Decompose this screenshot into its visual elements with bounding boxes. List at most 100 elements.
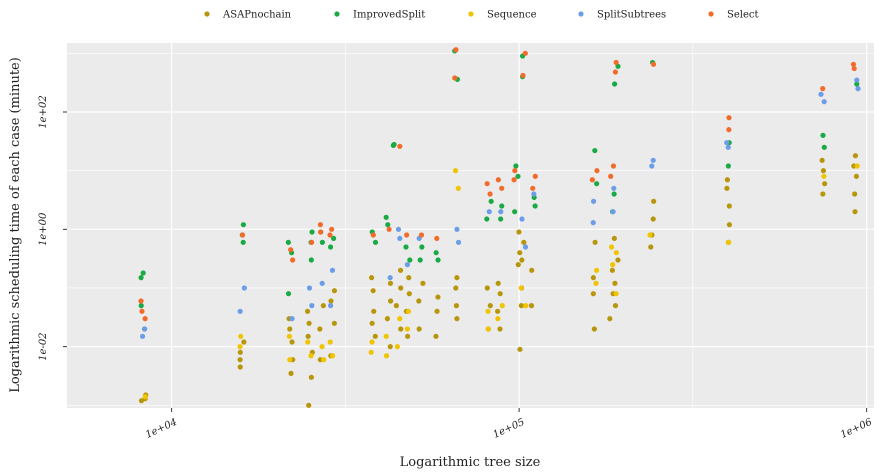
data-point [320, 303, 326, 309]
data-point [420, 280, 426, 286]
data-point [308, 353, 314, 359]
data-point [403, 244, 409, 250]
series-Select [138, 47, 857, 322]
data-point [237, 357, 243, 363]
data-point [725, 163, 731, 169]
series-Sequence [142, 163, 860, 400]
data-point [140, 270, 146, 276]
data-point [372, 239, 379, 245]
data-point [397, 143, 403, 149]
data-point [372, 333, 378, 339]
data-point [305, 333, 311, 339]
data-point [650, 157, 656, 163]
data-point [435, 257, 441, 263]
data-point [499, 185, 505, 191]
data-point [138, 303, 144, 309]
legend-label: ImprovedSplit [353, 10, 425, 21]
data-point [331, 288, 338, 294]
data-point [613, 291, 619, 297]
data-point [319, 280, 325, 286]
data-point [368, 275, 375, 281]
data-point [289, 316, 295, 322]
data-point [387, 275, 393, 281]
data-point [523, 303, 529, 309]
data-point [240, 222, 247, 228]
data-point [484, 285, 490, 291]
data-point [522, 50, 528, 56]
data-point [530, 185, 536, 191]
data-point [484, 181, 490, 187]
data-point [287, 357, 293, 363]
data-point [650, 216, 656, 222]
data-point [611, 185, 617, 191]
data-point [647, 232, 653, 238]
data-point [319, 344, 325, 350]
data-point [852, 191, 858, 197]
data-point [395, 226, 402, 232]
data-point [511, 177, 517, 183]
data-point [386, 226, 392, 232]
data-point [407, 257, 413, 263]
data-point [369, 339, 375, 345]
legend-key [334, 11, 340, 17]
data-point [329, 226, 335, 232]
data-point [391, 141, 397, 148]
x-axis-ticks: 1e+04 1e+05 1e+06 [144, 408, 874, 441]
x-tick-label: 1e+04 [144, 417, 179, 441]
data-point [518, 303, 524, 309]
data-point [610, 163, 617, 169]
data-point [393, 303, 399, 309]
data-point [485, 326, 491, 332]
data-point [650, 61, 657, 67]
data-point [305, 339, 311, 345]
data-point [238, 333, 244, 339]
data-point [237, 344, 243, 350]
data-point [398, 285, 404, 291]
data-point [726, 239, 732, 245]
y-axis-label: Logarithmic scheduling time of each case… [8, 57, 23, 393]
data-point [306, 285, 313, 291]
data-point [434, 235, 440, 242]
data-point [589, 177, 595, 183]
data-point [821, 173, 827, 179]
data-point [416, 326, 422, 332]
data-point [495, 177, 501, 183]
series-ImprovedSplit [138, 48, 860, 332]
x-axis-label: Logarithmic tree size [400, 455, 541, 470]
data-point [499, 203, 505, 209]
data-point [821, 144, 827, 150]
y-tick-label: 1e+02 [38, 95, 49, 128]
data-point [592, 147, 598, 154]
data-point [308, 257, 314, 263]
data-point [405, 308, 412, 314]
data-point [820, 168, 827, 174]
data-point [406, 291, 412, 297]
data-point [416, 298, 422, 304]
series-SplitSubtrees [139, 77, 861, 339]
data-point [453, 47, 459, 53]
data-point [512, 168, 518, 174]
data-point [850, 61, 857, 67]
data-point [306, 320, 312, 326]
data-point [388, 298, 394, 304]
data-point [590, 198, 597, 204]
plot-panel [67, 43, 874, 408]
data-point [519, 216, 525, 222]
data-point [404, 262, 411, 268]
data-point [593, 280, 599, 286]
data-point [454, 316, 460, 322]
data-point [433, 333, 439, 339]
data-point [611, 191, 617, 197]
data-point [820, 132, 826, 138]
legend-key [204, 11, 210, 17]
data-point [651, 198, 657, 204]
data-point [287, 326, 293, 332]
data-point [331, 235, 337, 242]
data-point [318, 229, 324, 235]
data-point [725, 144, 731, 150]
data-point [237, 364, 243, 370]
data-point [485, 308, 491, 314]
data-point [455, 239, 462, 245]
data-point [327, 303, 334, 309]
data-point [515, 262, 521, 268]
